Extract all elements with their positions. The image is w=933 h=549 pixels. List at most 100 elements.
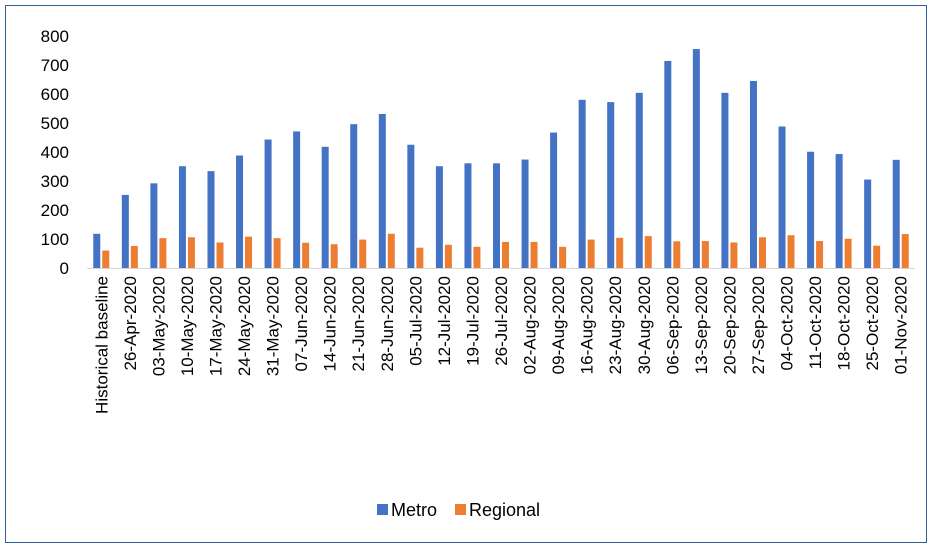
bar-regional-18 — [616, 237, 624, 268]
bar-regional-6 — [273, 238, 281, 268]
x-tick-label: 27-Sep-2020 — [749, 276, 768, 374]
bar-regional-3 — [187, 237, 195, 268]
bar-regional-1 — [130, 245, 138, 268]
bar-metro-28 — [892, 159, 900, 268]
bar-metro-24 — [778, 126, 786, 268]
x-tick-label: 02-Aug-2020 — [521, 276, 540, 374]
bar-regional-11 — [416, 247, 424, 268]
bar-regional-10 — [387, 233, 395, 268]
bar-regional-25 — [816, 241, 824, 268]
y-tick-label: 700 — [41, 56, 69, 75]
x-tick-label: 13-Sep-2020 — [692, 276, 711, 374]
bar-metro-3 — [178, 166, 186, 268]
bar-regional-27 — [873, 245, 881, 268]
x-tick-label: 20-Sep-2020 — [720, 276, 739, 374]
x-tick-label: 25-Oct-2020 — [863, 276, 882, 371]
bar-regional-13 — [473, 246, 481, 268]
legend-label-metro: Metro — [391, 500, 437, 520]
x-tick-label: 18-Oct-2020 — [835, 276, 854, 371]
x-tick-label: 16-Aug-2020 — [578, 276, 597, 374]
x-tick-label: 09-Aug-2020 — [549, 276, 568, 374]
bars-group — [93, 49, 909, 269]
bar-metro-20 — [664, 60, 672, 268]
bar-metro-1 — [121, 194, 129, 268]
y-tick-label: 300 — [41, 172, 69, 191]
x-tick-label: 07-Jun-2020 — [292, 276, 311, 371]
bar-regional-2 — [159, 238, 167, 268]
bar-metro-19 — [635, 92, 643, 268]
y-tick-label: 400 — [41, 143, 69, 162]
bar-metro-10 — [378, 114, 386, 268]
x-tick-label: 26-Jul-2020 — [492, 276, 511, 366]
bar-regional-24 — [787, 235, 795, 268]
bar-regional-28 — [901, 234, 909, 268]
legend-label-regional: Regional — [469, 500, 540, 520]
bar-metro-2 — [150, 183, 158, 268]
x-tick-label: 04-Oct-2020 — [778, 276, 797, 371]
bar-regional-22 — [730, 242, 738, 268]
bar-regional-20 — [673, 241, 681, 268]
x-tick-label: 19-Jul-2020 — [463, 276, 482, 366]
x-tick-label: Historical baseline — [92, 276, 111, 414]
bar-metro-15 — [521, 159, 529, 268]
x-tick-label: 30-Aug-2020 — [635, 276, 654, 374]
bar-metro-26 — [835, 154, 843, 268]
x-tick-label: 17-May-2020 — [206, 276, 225, 376]
bar-regional-7 — [302, 242, 310, 268]
bar-metro-18 — [607, 102, 615, 269]
bar-regional-17 — [587, 239, 595, 268]
x-tick-label: 21-Jun-2020 — [349, 276, 368, 371]
bar-regional-0 — [102, 250, 110, 268]
bar-regional-9 — [359, 239, 367, 268]
y-tick-label: 800 — [41, 27, 69, 46]
bar-regional-23 — [758, 237, 766, 268]
y-tick-label: 500 — [41, 114, 69, 133]
legend-swatch-metro — [377, 504, 388, 515]
bar-metro-11 — [407, 144, 415, 268]
bar-regional-4 — [216, 242, 224, 268]
bar-metro-0 — [93, 233, 101, 268]
bar-metro-13 — [464, 163, 472, 268]
bar-metro-6 — [264, 139, 272, 268]
x-tick-label: 31-May-2020 — [264, 276, 283, 376]
y-tick-label: 600 — [41, 85, 69, 104]
bar-metro-8 — [321, 146, 329, 268]
bar-regional-14 — [502, 241, 509, 268]
bar-metro-4 — [207, 171, 215, 268]
x-tick-label: 10-May-2020 — [178, 276, 197, 376]
bar-regional-12 — [444, 244, 452, 268]
bar-metro-27 — [864, 179, 872, 268]
x-tick-label: 05-Jul-2020 — [406, 276, 425, 366]
bar-metro-7 — [293, 131, 301, 268]
bar-metro-5 — [236, 155, 244, 268]
bar-metro-14 — [493, 163, 500, 268]
bar-metro-25 — [807, 151, 815, 268]
x-tick-label: 23-Aug-2020 — [606, 276, 625, 374]
x-tick-label: 14-Jun-2020 — [321, 276, 340, 371]
y-tick-label: 100 — [41, 230, 69, 249]
x-tick-label: 01-Nov-2020 — [892, 276, 911, 374]
x-tick-label: 26-Apr-2020 — [121, 276, 140, 371]
x-tick-label: 28-Jun-2020 — [378, 276, 397, 371]
x-tick-label: 06-Sep-2020 — [663, 276, 682, 374]
bar-metro-17 — [578, 99, 586, 268]
bar-metro-16 — [550, 132, 558, 268]
bar-regional-8 — [330, 244, 338, 268]
bar-regional-5 — [245, 236, 253, 268]
bar-regional-15 — [530, 241, 538, 268]
chart-frame — [5, 5, 927, 543]
bar-regional-16 — [559, 246, 567, 268]
bar-metro-23 — [749, 80, 757, 268]
bar-metro-22 — [721, 92, 729, 268]
x-tick-label: 03-May-2020 — [149, 276, 168, 376]
bar-metro-21 — [692, 49, 700, 268]
y-axis: 0 100 200 300 400 500 600 700 800 — [41, 27, 915, 278]
bar-regional-21 — [701, 241, 709, 268]
x-tick-label: 24-May-2020 — [235, 276, 254, 376]
bar-regional-26 — [844, 238, 852, 268]
y-tick-label: 0 — [60, 259, 69, 278]
x-axis: Historical baseline 26-Apr-2020 03-May-202… — [92, 276, 910, 414]
legend: Metro Regional — [377, 500, 540, 520]
bar-metro-12 — [435, 166, 443, 268]
